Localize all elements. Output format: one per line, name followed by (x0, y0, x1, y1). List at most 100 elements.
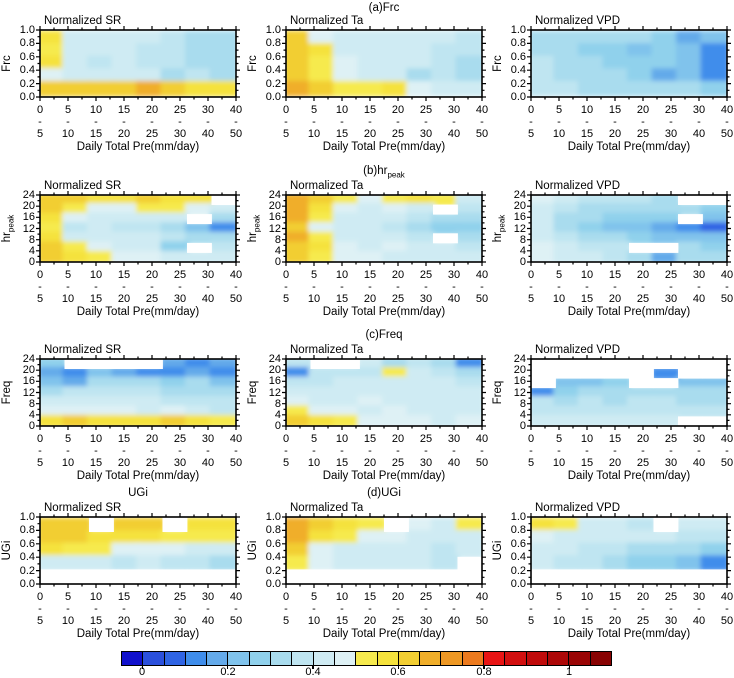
heatmap-missing-cell (678, 214, 703, 225)
heatmap-cell (382, 55, 411, 72)
heatmap-cell (553, 222, 582, 235)
heatmap-cell (87, 405, 116, 418)
x-tick-lower-a-sr-6: 40 (201, 128, 215, 140)
y-tick-label-c-ta-5: 4 (274, 408, 281, 421)
x-tick-upper-b-vpd-7: 40 (720, 269, 734, 281)
x-tick-dash-a-ta-0: - (284, 116, 288, 128)
x-tick-upper-d-ta-0: 0 (282, 591, 290, 603)
y-tick-label-a-ta-3: 0.4 (265, 64, 281, 77)
x-tick-lower-a-vpd-6: 40 (692, 128, 706, 140)
x-axis-label-b-vpd: Daily Total Pre(mm/day) (567, 306, 691, 318)
heatmap-cell (578, 405, 607, 418)
x-tick-lower-a-sr-5: 30 (173, 128, 187, 140)
heatmap-cell (111, 376, 140, 390)
x-tick-upper-c-vpd-6: 30 (692, 433, 706, 445)
y-tick-label-b-vpd-4: 8 (519, 233, 526, 246)
heatmap-cell (676, 517, 705, 534)
heatmap-cell (185, 517, 214, 534)
heatmap-missing-cell (702, 359, 727, 369)
axis-ticks-a-ta (282, 26, 486, 101)
heatmap-cell (553, 386, 582, 399)
x-tick-dash-c-sr-1: - (66, 445, 70, 457)
heatmap-cell (62, 517, 91, 534)
x-tick-upper-a-vpd-4: 20 (636, 104, 650, 116)
heatmap-cell (651, 212, 680, 226)
heatmap-panel-a-vpd (527, 26, 731, 101)
heatmap-cell (333, 367, 362, 380)
x-tick-lower-d-sr-1: 10 (61, 615, 75, 627)
x-tick-dash-c-vpd-2: - (585, 445, 589, 457)
x-tick-dash-d-vpd-1: - (557, 603, 561, 615)
heatmap-cell (700, 250, 727, 262)
heatmap-cell (185, 43, 214, 59)
heatmap-cell (111, 555, 140, 571)
x-tick-upper-d-ta-2: 10 (335, 591, 349, 603)
x-tick-dash-a-vpd-7: - (725, 116, 729, 128)
heatmap-cell (308, 30, 337, 47)
y-tick-label-c-vpd-2: 16 (513, 375, 526, 388)
heatmap-cell (578, 241, 607, 254)
x-tick-lower-c-sr-3: 20 (117, 457, 131, 469)
heatmap-missing-cell (653, 517, 679, 532)
heatmap-cell (111, 250, 140, 262)
heatmap-cell (160, 542, 189, 559)
x-tick-upper-c-sr-5: 25 (173, 433, 187, 445)
heatmap-cell (700, 241, 727, 254)
heatmap-cell (431, 530, 460, 546)
heatmap-cell (185, 359, 214, 371)
heatmap-cell (209, 231, 236, 245)
x-tick-lower-b-ta-7: 50 (475, 293, 489, 305)
x-tick-lower-c-ta-0: 5 (282, 457, 290, 469)
y-tick-label-b-ta-3: 12 (268, 222, 281, 235)
x-tick-upper-d-vpd-2: 10 (580, 591, 594, 603)
heatmap-cell (602, 530, 631, 546)
y-tick-label-c-sr-2: 16 (22, 375, 35, 388)
x-tick-upper-c-vpd-3: 15 (608, 433, 622, 445)
heatmap-cell (578, 530, 607, 546)
colorbar-segment-10 (333, 652, 356, 665)
heatmap-cell (406, 43, 435, 59)
heatmap-missing-cell (702, 416, 727, 426)
heatmap-cell (578, 250, 607, 262)
heatmap-cell (160, 222, 189, 235)
x-tick-lower-a-ta-3: 20 (363, 128, 377, 140)
x-tick-lower-b-vpd-6: 40 (692, 293, 706, 305)
heatmap-cell (333, 30, 362, 47)
heatmap-cell (651, 395, 680, 409)
heatmap-cell (431, 376, 460, 390)
x-tick-upper-b-sr-0: 0 (36, 269, 44, 281)
heatmap-cell (651, 386, 680, 399)
heatmap-cell (111, 414, 140, 426)
heatmap-cell (40, 250, 67, 262)
heatmap-cell (185, 222, 214, 235)
heatmap-cell (578, 55, 607, 72)
heatmap-cell (209, 212, 236, 226)
heatmap-cell (40, 43, 67, 59)
x-tick-dash-b-sr-4: - (150, 281, 154, 293)
y-tick-label-b-ta-4: 8 (274, 233, 281, 246)
heatmap-cell (160, 405, 189, 418)
colorbar-segment-11 (355, 652, 377, 665)
heatmap-cell (62, 80, 91, 97)
x-tick-lower-a-sr-0: 5 (36, 128, 44, 140)
heatmap-cell (286, 386, 313, 399)
heatmap-cell (136, 231, 165, 245)
heatmap-cell (111, 43, 140, 59)
heatmap-cell (308, 405, 337, 418)
heatmap-cell (676, 250, 705, 262)
x-tick-lower-d-ta-3: 20 (363, 615, 377, 627)
heatmap-missing-cell (211, 569, 236, 584)
section-title-b-sub: peak (387, 170, 405, 180)
heatmap-cell (431, 367, 460, 380)
x-tick-dash-c-sr-0: - (38, 445, 42, 457)
heatmap-cell (62, 395, 91, 409)
heatmap-cell (286, 30, 313, 47)
heatmap-cell (431, 542, 460, 559)
heatmap-cell (209, 43, 236, 59)
heatmap-cell (431, 43, 460, 59)
heatmap-cell (185, 542, 214, 559)
x-tick-dash-d-sr-4: - (150, 603, 154, 615)
heatmap-cell (700, 212, 727, 226)
x-tick-dash-a-vpd-0: - (529, 116, 533, 128)
heatmap-cell (357, 405, 386, 418)
